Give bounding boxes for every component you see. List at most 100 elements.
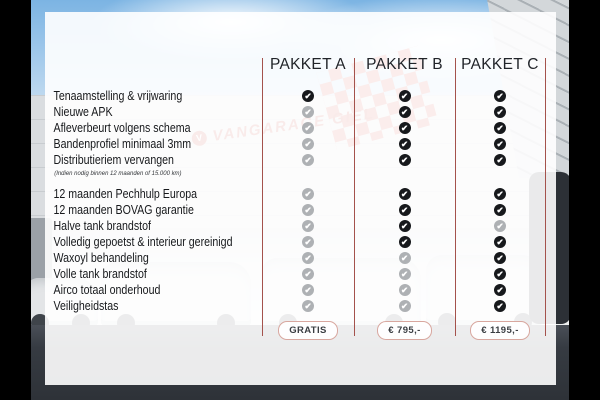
check-cell: ✔ xyxy=(455,236,545,248)
feature-label: Volledig gepoetst & interieur gereinigd xyxy=(53,235,233,249)
column-divider xyxy=(545,58,546,336)
check-cell: ✔ xyxy=(455,90,545,102)
feature-note-row: (Indien nodig binnen 12 maanden of 15.00… xyxy=(45,168,556,179)
check-cell: ✔ xyxy=(262,220,354,232)
feature-row: 12 maanden BOVAG garantie ✔ ✔ ✔ xyxy=(45,202,556,218)
feature-label: Halve tank brandstof xyxy=(53,219,151,233)
feature-label: Tenaamstelling & vrijwaring xyxy=(53,89,183,103)
check-cell: ✔ xyxy=(455,188,545,200)
check-icon-excluded: ✔ xyxy=(302,188,314,200)
check-cell: ✔ xyxy=(262,300,354,312)
check-cell: ✔ xyxy=(262,90,354,102)
left-black-bar xyxy=(0,0,31,400)
price-cell-pakket-b: € 795,- xyxy=(354,321,455,340)
feature-label: Waxoyl behandeling xyxy=(53,251,149,265)
feature-label: Nieuwe APK xyxy=(53,105,113,119)
check-cell: ✔ xyxy=(354,138,455,150)
check-icon-excluded: ✔ xyxy=(302,220,314,232)
feature-rows-section-1: Tenaamstelling & vrijwaring ✔ ✔ ✔ Nieuwe APK… xyxy=(45,88,556,179)
feature-row: Airco totaal onderhoud ✔ ✔ ✔ xyxy=(45,282,556,298)
feature-row: Bandenprofiel minimaal 3mm ✔ ✔ ✔ xyxy=(45,136,556,152)
feature-row: Halve tank brandstof ✔ ✔ ✔ xyxy=(45,218,556,234)
check-cell: ✔ xyxy=(354,188,455,200)
check-icon-included: ✔ xyxy=(494,138,506,150)
package-comparison-panel: PAKKET A PAKKET B PAKKET C Tenaamstellin… xyxy=(45,12,556,385)
check-icon-included: ✔ xyxy=(398,90,411,102)
price-cell-pakket-c: € 1195,- xyxy=(455,321,545,340)
feature-row: Volledig gepoetst & interieur gereinigd ✔… xyxy=(45,234,556,250)
check-icon-included: ✔ xyxy=(398,106,411,118)
feature-row: Nieuwe APK ✔ ✔ ✔ xyxy=(45,104,556,120)
check-cell: ✔ xyxy=(354,154,455,166)
check-cell: ✔ xyxy=(455,284,545,296)
check-icon-included: ✔ xyxy=(398,138,411,150)
check-cell: ✔ xyxy=(354,236,455,248)
check-icon-excluded: ✔ xyxy=(302,236,314,248)
check-icon-included: ✔ xyxy=(494,252,506,264)
check-cell: ✔ xyxy=(262,284,354,296)
check-cell: ✔ xyxy=(455,252,545,264)
price-cell-pakket-a: GRATIS xyxy=(262,321,354,340)
check-icon-excluded: ✔ xyxy=(398,252,411,264)
check-icon-included: ✔ xyxy=(398,154,411,166)
check-icon-included: ✔ xyxy=(398,236,411,248)
check-cell: ✔ xyxy=(455,106,545,118)
feature-label: Veiligheidstas xyxy=(53,299,119,313)
right-black-bar xyxy=(569,0,600,400)
header-pakket-b: PAKKET B xyxy=(366,56,443,73)
check-icon-included: ✔ xyxy=(494,236,506,248)
check-cell: ✔ xyxy=(262,188,354,200)
check-icon-excluded: ✔ xyxy=(302,106,314,118)
feature-row: Distributieriem vervangen ✔ ✔ ✔ xyxy=(45,152,556,168)
check-icon-included: ✔ xyxy=(398,188,411,200)
package-headers: PAKKET A PAKKET B PAKKET C xyxy=(262,56,545,74)
feature-label: 12 maanden Pechhulp Europa xyxy=(53,187,198,201)
check-cell: ✔ xyxy=(455,204,545,216)
price-row: GRATIS € 795,- € 1195,- xyxy=(262,321,545,340)
check-cell: ✔ xyxy=(262,138,354,150)
check-cell: ✔ xyxy=(354,220,455,232)
check-icon-excluded: ✔ xyxy=(302,138,314,150)
feature-rows-section-2: 12 maanden Pechhulp Europa ✔ ✔ ✔ 12 maanden … xyxy=(45,186,556,314)
check-cell: ✔ xyxy=(455,122,545,134)
feature-row: Volle tank brandstof ✔ ✔ ✔ xyxy=(45,266,556,282)
check-icon-included: ✔ xyxy=(494,106,506,118)
check-cell: ✔ xyxy=(354,204,455,216)
header-pakket-a: PAKKET A xyxy=(270,56,346,73)
check-cell: ✔ xyxy=(262,236,354,248)
price-badge-pakket-a: GRATIS xyxy=(278,321,338,340)
check-icon-included: ✔ xyxy=(398,204,411,216)
feature-note: (Indien nodig binnen 12 maanden of 15.00… xyxy=(54,170,182,177)
feature-label: Bandenprofiel minimaal 3mm xyxy=(53,137,192,151)
check-cell: ✔ xyxy=(262,252,354,264)
check-cell: ✔ xyxy=(354,300,455,312)
check-cell: ✔ xyxy=(455,154,545,166)
check-icon-excluded: ✔ xyxy=(398,284,411,296)
feature-label: Volle tank brandstof xyxy=(53,267,147,281)
check-icon-excluded: ✔ xyxy=(398,300,411,312)
check-cell: ✔ xyxy=(354,252,455,264)
check-cell: ✔ xyxy=(354,106,455,118)
check-icon-included: ✔ xyxy=(494,204,506,216)
check-cell: ✔ xyxy=(354,268,455,280)
check-cell: ✔ xyxy=(455,300,545,312)
check-icon-excluded: ✔ xyxy=(302,204,314,216)
price-badge-pakket-b: € 795,- xyxy=(377,321,432,340)
check-icon-included: ✔ xyxy=(494,90,506,102)
check-icon-excluded: ✔ xyxy=(398,268,411,280)
check-icon-excluded: ✔ xyxy=(302,268,314,280)
check-icon-included: ✔ xyxy=(494,154,506,166)
check-icon-included: ✔ xyxy=(494,188,506,200)
check-cell: ✔ xyxy=(455,220,545,232)
feature-label: Airco totaal onderhoud xyxy=(53,283,161,297)
check-icon-included: ✔ xyxy=(494,122,506,134)
check-cell: ✔ xyxy=(354,90,455,102)
check-icon-included: ✔ xyxy=(494,300,506,312)
check-cell: ✔ xyxy=(455,268,545,280)
feature-label: Afleverbeurt volgens schema xyxy=(53,121,191,135)
check-icon-excluded: ✔ xyxy=(302,154,314,166)
header-pakket-c: PAKKET C xyxy=(461,56,539,73)
check-cell: ✔ xyxy=(262,268,354,280)
check-icon-included: ✔ xyxy=(398,122,411,134)
